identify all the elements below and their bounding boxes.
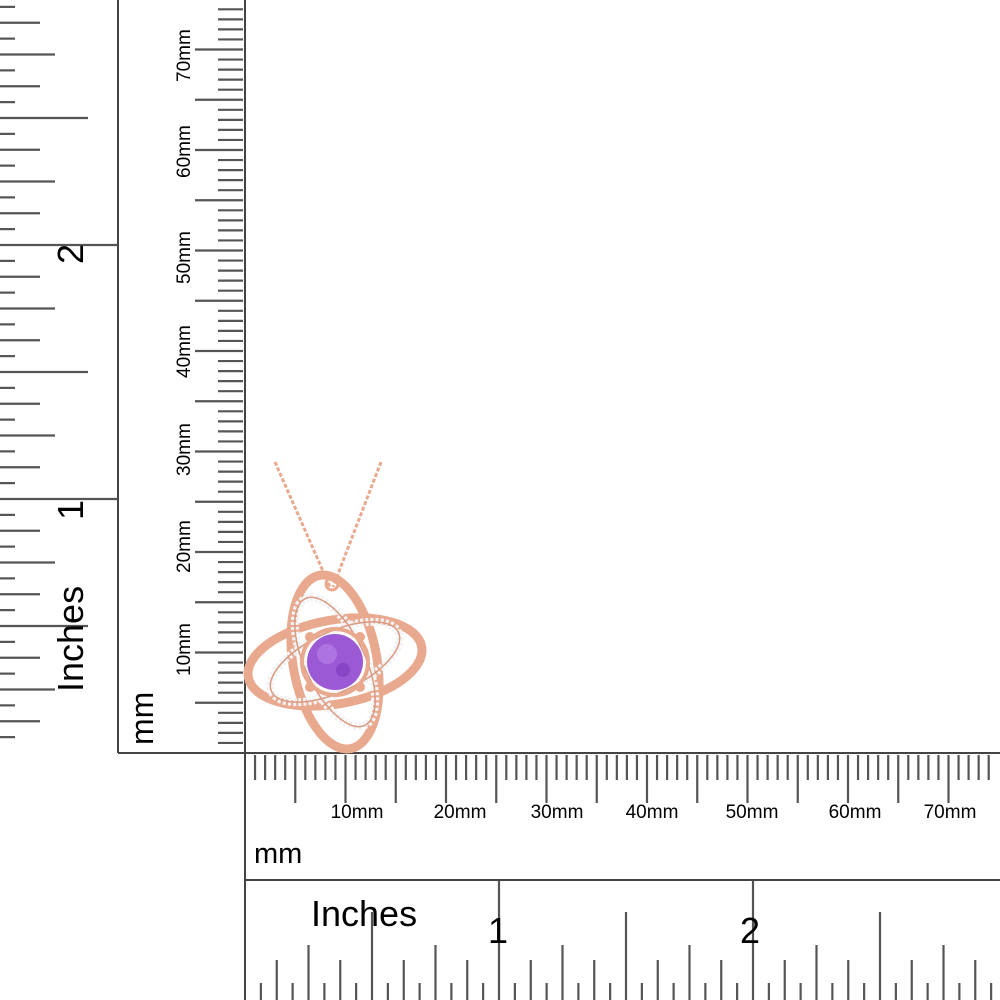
prong: [355, 682, 365, 692]
vertical-mm-label: 40mm: [174, 325, 195, 378]
horizontal-inches-unit: Inches: [311, 893, 418, 934]
horizontal-inch-label: 2: [740, 910, 761, 951]
horizontal-mm-label: 50mm: [725, 802, 779, 823]
loop-vertical: [286, 570, 384, 754]
prong: [305, 682, 315, 692]
stone-setting: [300, 627, 370, 697]
vertical-inch-label: 1: [50, 499, 91, 520]
horizontal-mm-unit: mm: [254, 838, 303, 870]
vertical-mm-label: 60mm: [174, 125, 195, 178]
horizontal-inch-label: 1: [488, 910, 509, 951]
chain-right: [331, 461, 383, 588]
loop-horizontal: [243, 613, 427, 711]
vertical-inches-unit: Inches: [50, 585, 91, 692]
horizontal-mm-label: 60mm: [828, 802, 882, 823]
prong: [355, 632, 365, 642]
amethyst-stone: [307, 634, 363, 690]
vertical-mm-unit: mm: [124, 691, 160, 745]
pendant-image: [243, 461, 427, 754]
vertical-inch-label: 2: [50, 243, 91, 264]
horizontal-mm-label: 30mm: [530, 802, 584, 823]
horizontal-mm-label: 70mm: [923, 802, 977, 823]
horizontal-mm-label: 40mm: [625, 802, 679, 823]
vertical-mm-label: 70mm: [174, 29, 195, 82]
vertical-mm-label: 20mm: [174, 520, 195, 573]
horizontal-mm-label: 10mm: [330, 802, 384, 823]
ruler-ticks: [0, 5, 993, 1000]
prong: [305, 632, 315, 642]
vertical-mm-label: 30mm: [174, 423, 195, 476]
horizontal-mm-label: 20mm: [433, 802, 487, 823]
chain-left: [273, 461, 332, 588]
vertical-mm-label: 10mm: [174, 623, 195, 676]
vertical-mm-label: 50mm: [174, 231, 195, 284]
